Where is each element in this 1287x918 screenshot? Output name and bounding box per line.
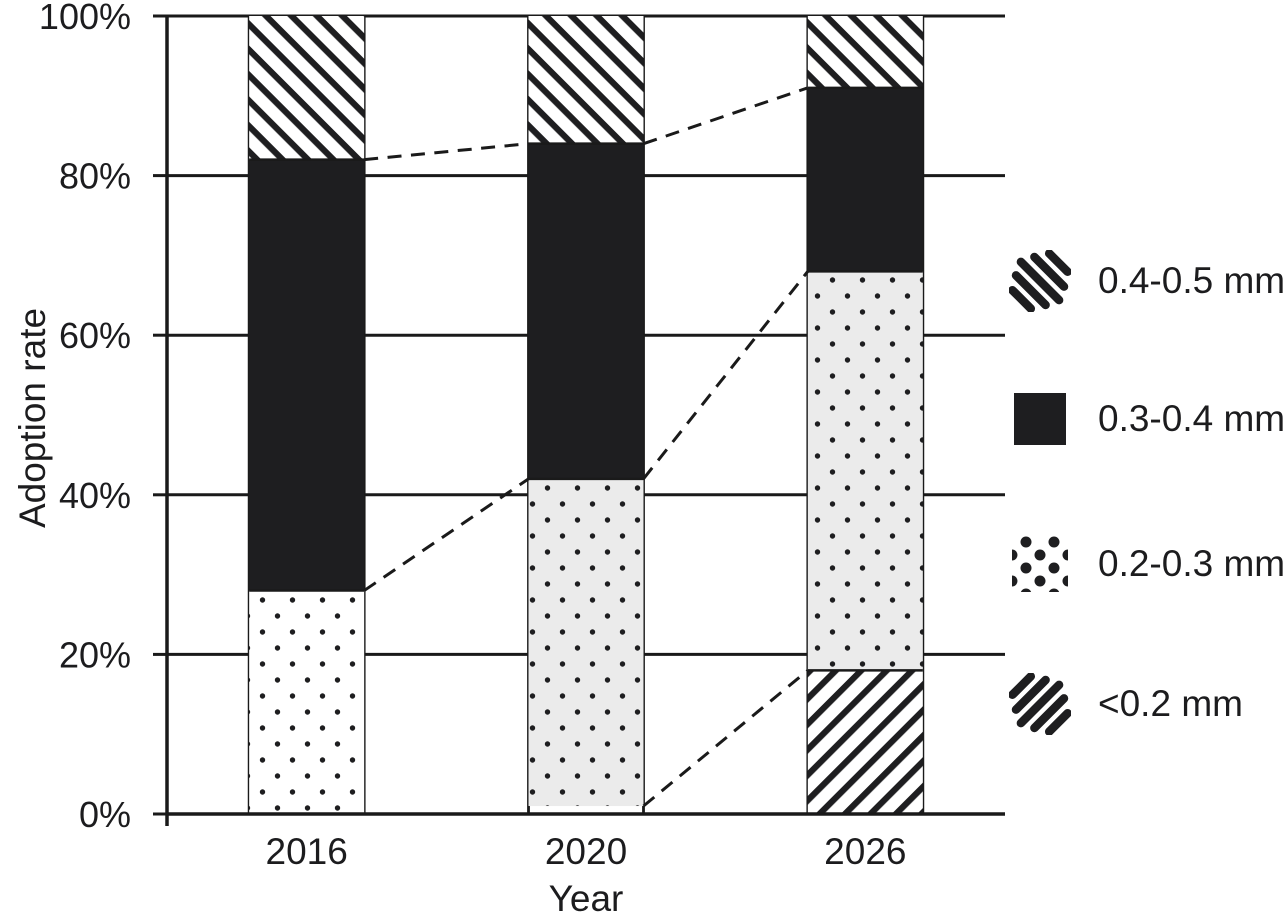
hatch-backslash-icon [1009, 250, 1071, 312]
x-tick-label-2016: 2016 [266, 831, 348, 872]
y-tick-label-40%: 40% [59, 475, 131, 516]
segment-2020-0.3-0.4 mm [528, 143, 644, 479]
legend-label: 0.3-0.4 mm [1098, 398, 1286, 439]
legend-item-under-0.2mm: <0.2 mm [1009, 673, 1243, 735]
segment-2016-0.3-0.4 mm [249, 159, 365, 591]
connector-dashed [643, 86, 809, 146]
legend-item-0.3-0.4mm: 0.3-0.4 mm [1009, 388, 1285, 450]
segment-2026-<0.2 mm [807, 670, 923, 814]
segment-2026-0.2-0.3 mm [807, 271, 923, 671]
connector-dashed [642, 669, 809, 808]
connector-dashed [363, 477, 530, 592]
legend-label: 0.4-0.5 mm [1098, 260, 1286, 301]
x-tick-label-2026: 2026 [824, 831, 906, 872]
hatch-slash-icon [1009, 673, 1071, 735]
dots-icon [1012, 536, 1068, 592]
y-tick-label-60%: 60% [59, 315, 131, 356]
segment-2016-0.4-0.5 mm [249, 16, 365, 160]
y-axis-title: Adoption rate [12, 307, 53, 529]
y-tick-label-0%: 0% [79, 794, 131, 835]
y-tick-label-80%: 80% [59, 156, 131, 197]
solid-square-icon [1014, 393, 1066, 445]
segment-2020-0.4-0.5 mm [528, 16, 644, 144]
legend-item-0.2-0.3mm: 0.2-0.3 mm [1009, 533, 1285, 595]
segment-2020-0.2-0.3 mm [528, 478, 644, 807]
connector-dashed [364, 142, 529, 162]
legend-item-0.4-0.5mm: 0.4-0.5 mm [1009, 250, 1285, 312]
connector-dashed [642, 270, 810, 480]
legend-label: 0.2-0.3 mm [1098, 543, 1286, 584]
segment-2026-0.3-0.4 mm [807, 87, 923, 272]
segment-2026-0.4-0.5 mm [807, 16, 923, 88]
segment-2016-0.2-0.3 mm [249, 590, 365, 814]
x-tick-label-2020: 2020 [545, 831, 627, 872]
y-tick-label-100%: 100% [39, 0, 131, 37]
y-tick-label-20%: 20% [59, 634, 131, 675]
legend-label: <0.2 mm [1098, 683, 1243, 724]
x-axis-title: Year [548, 878, 624, 918]
